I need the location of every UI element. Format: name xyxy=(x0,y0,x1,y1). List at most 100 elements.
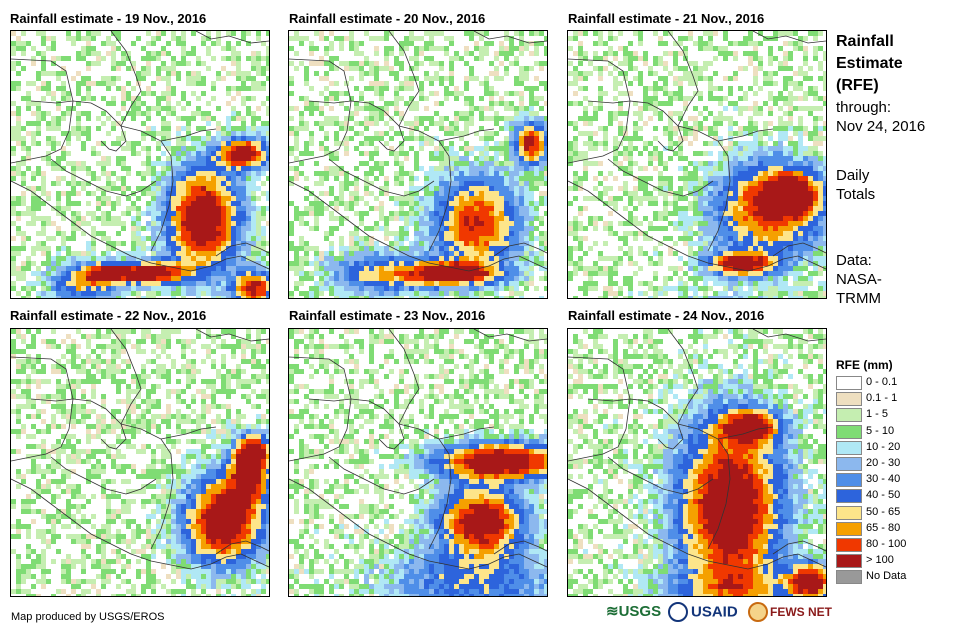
rain-cell xyxy=(494,56,499,61)
rain-cell xyxy=(221,291,226,296)
rain-cell xyxy=(196,56,201,61)
rain-cell xyxy=(36,51,41,56)
rain-cell xyxy=(593,51,598,56)
rain-cell xyxy=(334,206,339,211)
rain-cell xyxy=(539,126,544,131)
rain-cell xyxy=(231,31,236,36)
rain-cell xyxy=(339,196,344,201)
rain-cell xyxy=(101,286,106,291)
rain-cell xyxy=(688,186,693,191)
rain-cell xyxy=(304,101,309,106)
rain-cell xyxy=(36,106,41,111)
rain-cell xyxy=(479,56,484,61)
rain-cell xyxy=(444,251,449,256)
rain-cell xyxy=(266,156,269,161)
rain-cell xyxy=(773,81,778,86)
rain-cell xyxy=(444,126,449,131)
rain-cell xyxy=(26,296,31,298)
rain-cell xyxy=(384,226,389,231)
rain-cell xyxy=(136,271,141,276)
rain-cell xyxy=(723,51,728,56)
rain-cell xyxy=(324,261,329,266)
rain-cell xyxy=(808,176,813,181)
rain-cell xyxy=(673,76,678,81)
rain-cell xyxy=(424,31,429,36)
rain-cell xyxy=(633,191,638,196)
rain-cell xyxy=(768,106,773,111)
rain-cell xyxy=(753,131,758,136)
rain-cell xyxy=(266,191,269,196)
rain-cell xyxy=(201,181,206,186)
rain-cell xyxy=(354,186,359,191)
rain-cell xyxy=(349,41,354,46)
rain-cell xyxy=(41,56,46,61)
rain-cell xyxy=(439,246,444,251)
rain-cell xyxy=(818,196,823,201)
rain-cell xyxy=(638,176,643,181)
rain-cell xyxy=(429,181,434,186)
rain-cell xyxy=(374,251,379,256)
rain-cell xyxy=(399,246,404,251)
rain-cell xyxy=(136,76,141,81)
rain-cell xyxy=(499,286,504,291)
rain-cell xyxy=(41,216,46,221)
rain-cell xyxy=(539,31,544,36)
rain-cell xyxy=(509,136,514,141)
rain-cell xyxy=(628,141,633,146)
rain-cell xyxy=(136,251,141,256)
rain-cell xyxy=(753,91,758,96)
rain-cell xyxy=(211,196,216,201)
rain-cell xyxy=(66,256,71,261)
rain-cell xyxy=(474,221,479,226)
rain-cell xyxy=(514,231,519,236)
rain-cell xyxy=(111,41,116,46)
rain-cell xyxy=(349,126,354,131)
rain-cell xyxy=(813,171,818,176)
rain-cell xyxy=(344,141,349,146)
rain-cell xyxy=(598,76,603,81)
rain-cell xyxy=(106,181,111,186)
rain-cell xyxy=(156,186,161,191)
rain-cell xyxy=(414,121,419,126)
rain-cell xyxy=(429,166,434,171)
rain-cell xyxy=(648,151,653,156)
rain-cell xyxy=(211,246,216,251)
rain-cell xyxy=(768,211,773,216)
rain-cell xyxy=(186,76,191,81)
rain-cell xyxy=(81,166,86,171)
rain-cell xyxy=(798,81,803,86)
rain-cell xyxy=(131,221,136,226)
rain-cell xyxy=(404,46,409,51)
rain-cell xyxy=(374,196,379,201)
rain-cell xyxy=(539,96,544,101)
rain-cell xyxy=(823,181,826,186)
rain-cell xyxy=(449,156,454,161)
rain-cell xyxy=(803,91,808,96)
rain-cell xyxy=(628,81,633,86)
rain-cell xyxy=(509,291,514,296)
rain-cell xyxy=(728,201,733,206)
rain-cell xyxy=(166,81,171,86)
rain-cell xyxy=(813,86,818,91)
rain-cell xyxy=(106,291,111,296)
rain-cell xyxy=(588,161,593,166)
rain-cell xyxy=(504,36,509,41)
rain-cell xyxy=(161,271,166,276)
rain-cell xyxy=(723,176,728,181)
rain-cell xyxy=(414,176,419,181)
rain-cell xyxy=(404,36,409,41)
rain-cell xyxy=(763,101,768,106)
rain-cell xyxy=(484,256,489,261)
rain-cell xyxy=(374,131,379,136)
rain-cell xyxy=(733,146,738,151)
rain-cell xyxy=(251,171,256,176)
rain-cell xyxy=(91,176,96,181)
rain-cell xyxy=(489,146,494,151)
rain-cell xyxy=(319,31,324,36)
rain-cell xyxy=(793,71,798,76)
rain-cell xyxy=(808,206,813,211)
rain-cell xyxy=(693,121,698,126)
rain-cell xyxy=(324,146,329,151)
rain-cell xyxy=(434,211,439,216)
rain-cell xyxy=(121,281,126,286)
